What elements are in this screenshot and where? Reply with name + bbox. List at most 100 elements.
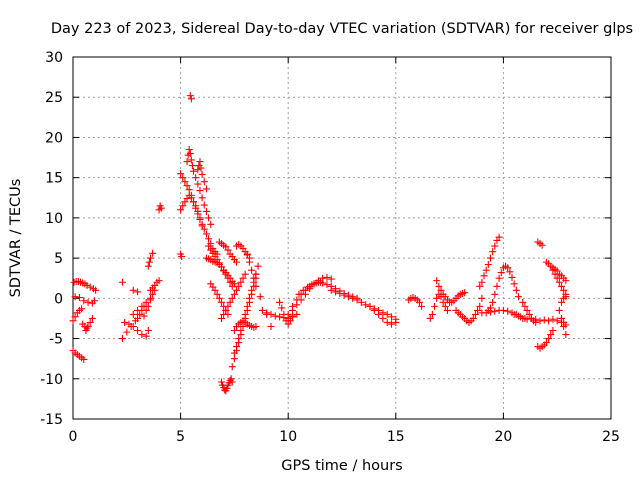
data-point: [366, 302, 374, 310]
data-point: [118, 278, 126, 286]
data-point: [71, 313, 79, 321]
data-point: [497, 269, 505, 277]
data-point: [86, 283, 94, 291]
series-pre3-e: [140, 296, 154, 320]
data-point: [439, 298, 447, 306]
data-point: [267, 322, 275, 330]
data-point: [202, 185, 210, 193]
data-point: [433, 294, 441, 302]
data-point: [545, 317, 553, 325]
data-point: [223, 384, 231, 392]
data-point: [144, 262, 152, 270]
y-tick-label: -5: [49, 332, 63, 348]
data-point: [523, 306, 531, 314]
data-point: [144, 327, 152, 335]
data-point: [332, 288, 340, 296]
data-point: [426, 314, 434, 322]
series-late21: [510, 310, 566, 326]
data-point: [297, 296, 305, 304]
data-point: [387, 320, 395, 328]
data-point: [519, 314, 527, 322]
series-late8b: [230, 317, 260, 335]
data-point: [222, 306, 230, 314]
data-point: [353, 296, 361, 304]
data-point: [267, 310, 275, 318]
series-cluster7: [215, 238, 241, 266]
data-point: [134, 327, 142, 335]
series-late8c: [243, 250, 260, 290]
data-point: [190, 198, 198, 206]
data-point: [560, 286, 568, 294]
y-tick-label: 0: [54, 291, 63, 307]
data-point: [301, 290, 309, 298]
data-point: [510, 310, 518, 318]
data-point: [186, 92, 194, 100]
data-point: [202, 207, 210, 215]
data-point: [286, 317, 294, 325]
data-point: [383, 318, 391, 326]
data-point: [145, 258, 153, 266]
series-loop20b: [478, 306, 529, 322]
plot-frame: [72, 56, 612, 420]
series-rise19: [476, 233, 503, 290]
data-point: [177, 206, 185, 214]
data-point: [319, 274, 327, 282]
data-point: [521, 302, 529, 310]
series-peak-upper2: [194, 158, 210, 193]
data-point: [536, 317, 544, 325]
series-cluster7b: [217, 270, 249, 322]
data-point: [233, 343, 241, 351]
data-point: [241, 270, 249, 278]
data-point: [527, 314, 535, 322]
data-point: [478, 278, 486, 286]
data-point: [190, 167, 198, 175]
series-arc11b: [284, 273, 335, 318]
data-point: [293, 301, 301, 309]
data-point: [312, 279, 320, 287]
data-point: [545, 335, 553, 343]
data-point: [523, 315, 531, 323]
data-point: [383, 310, 391, 318]
series-early-lower: [69, 347, 88, 363]
y-tick-label: -10: [40, 372, 63, 388]
data-point: [256, 293, 264, 301]
data-point: [69, 317, 77, 325]
series-pre3-b: [121, 318, 152, 340]
data-point: [198, 170, 206, 178]
data-point: [289, 306, 297, 314]
data-point: [243, 250, 251, 258]
data-point: [278, 304, 286, 312]
series-early-low2: [79, 320, 91, 332]
data-point: [370, 306, 378, 314]
data-point: [323, 281, 331, 289]
data-point: [474, 306, 482, 314]
y-tick-label: 15: [45, 171, 63, 187]
data-point: [157, 204, 165, 212]
series-band13b: [366, 302, 400, 328]
data-point: [316, 278, 324, 286]
data-point: [491, 242, 499, 250]
data-point: [235, 335, 243, 343]
data-point: [205, 214, 213, 222]
data-point: [415, 298, 423, 306]
series-late3-a: [144, 249, 157, 270]
data-point: [197, 164, 205, 172]
x-tick-label: 25: [602, 429, 620, 445]
data-point: [476, 302, 484, 310]
data-point: [146, 254, 154, 262]
data-point: [327, 275, 335, 283]
data-point: [146, 296, 154, 304]
data-point: [186, 150, 194, 158]
data-point: [562, 277, 570, 285]
data-point: [435, 282, 443, 290]
data-point: [542, 339, 550, 347]
data-point: [558, 314, 566, 322]
data-point: [187, 95, 195, 103]
chart-title: Day 223 of 2023, Sidereal Day-to-day VTE…: [51, 21, 633, 37]
series-late21c: [534, 327, 557, 352]
data-point: [323, 273, 331, 281]
data-point: [519, 298, 527, 306]
data-point: [476, 282, 484, 290]
x-tick-labels: 0 5 10 15 20 25: [69, 429, 620, 445]
